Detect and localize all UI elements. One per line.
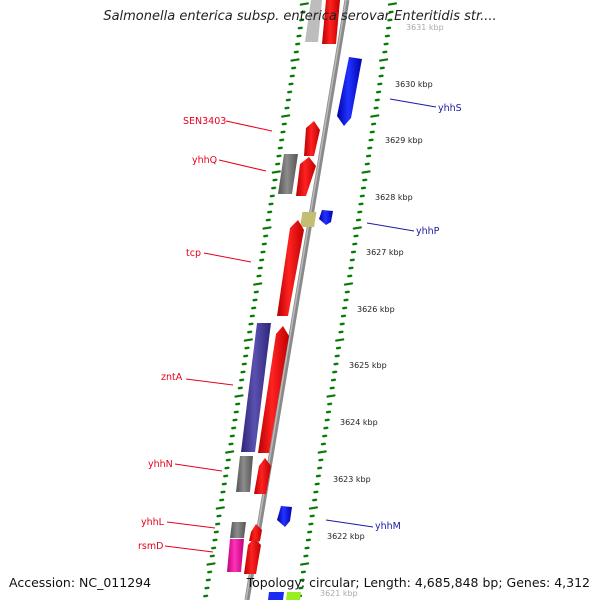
gene-label-yhhQ: yhhQ bbox=[192, 155, 217, 166]
gene-label-leader bbox=[164, 545, 214, 553]
gene-feature-khaki bbox=[300, 212, 317, 227]
gene-label-zntA: zntA bbox=[161, 372, 183, 383]
gene-label-leader bbox=[389, 98, 437, 108]
gene-yhhL-red bbox=[249, 524, 262, 541]
gene-yhhM bbox=[277, 506, 292, 527]
scale-label: 3628 kbp bbox=[375, 193, 413, 202]
scale-label: 3622 kbp bbox=[327, 532, 365, 541]
scale-labels: 3631 kbp 3630 kbp 3629 kbp 3628 kbp 3627… bbox=[320, 23, 444, 598]
gene-label-leader bbox=[225, 120, 273, 132]
gene-rsmD-red bbox=[244, 538, 261, 574]
scale-label: 3626 kbp bbox=[357, 305, 395, 314]
ruler-ticks bbox=[203, 2, 397, 598]
gene-label-leader bbox=[174, 463, 223, 472]
left-rail-tick bbox=[281, 114, 291, 118]
gene-label-tcp: tcp bbox=[186, 248, 201, 259]
gene-label-leader bbox=[325, 519, 374, 528]
gene-label-yhhN: yhhN bbox=[148, 459, 173, 470]
gene-yhhP bbox=[319, 210, 333, 225]
gene-label-yhhP: yhhP bbox=[416, 226, 440, 237]
left-rail-tick bbox=[215, 506, 225, 510]
scale-label: 3623 kbp bbox=[333, 475, 371, 484]
right-rail-tick bbox=[300, 562, 310, 566]
gene-zntA bbox=[258, 326, 289, 453]
right-rail-tick bbox=[361, 170, 371, 174]
gene-label-rsmD: rsmD bbox=[138, 541, 163, 552]
right-rail-tick bbox=[379, 58, 389, 62]
gene-SEN3403 bbox=[304, 121, 320, 156]
right-rail-tick bbox=[326, 394, 336, 398]
scale-label: 3629 kbp bbox=[385, 136, 423, 145]
scale-label: 3624 kbp bbox=[340, 418, 378, 427]
right-rail-tick bbox=[352, 226, 362, 230]
left-rail-tick bbox=[290, 58, 300, 62]
gene-feature-gray-yhhN bbox=[236, 456, 253, 492]
scale-label: 3627 kbp bbox=[366, 248, 404, 257]
right-gene-labels: yhhS yhhP yhhM bbox=[325, 98, 462, 532]
gene-label-leader bbox=[166, 521, 216, 529]
gene-label-yhhL: yhhL bbox=[141, 517, 165, 528]
scale-label: 3621 kbp bbox=[320, 589, 358, 598]
right-rail-tick bbox=[308, 506, 318, 510]
gene-feature-green-bottom bbox=[286, 592, 301, 600]
left-rail-tick bbox=[262, 226, 272, 230]
genome-summary-text: Topology: circular; Length: 4,685,848 bp… bbox=[246, 575, 590, 590]
gene-label-yhhS: yhhS bbox=[438, 103, 462, 114]
gene-yhhS bbox=[337, 57, 362, 126]
left-rail-tick bbox=[243, 338, 253, 342]
left-rail-tick bbox=[253, 282, 263, 286]
genome-backbone-highlight bbox=[245, 0, 347, 600]
right-rail-tick bbox=[370, 114, 380, 118]
left-rail-tick bbox=[299, 2, 309, 6]
gene-tcp bbox=[277, 220, 304, 316]
gene-label-leader bbox=[366, 222, 415, 232]
gene-feature-pink-rsmD bbox=[227, 539, 244, 572]
gene-feature-gray-top bbox=[305, 0, 322, 42]
scale-label: 3625 kbp bbox=[349, 361, 387, 370]
gene-feature-red-top bbox=[322, 0, 340, 44]
right-rail-tick bbox=[317, 450, 327, 454]
left-rail-tick bbox=[271, 170, 281, 174]
right-rail-tick bbox=[335, 338, 345, 342]
left-rail-tick bbox=[225, 450, 235, 454]
scale-label: 3631 kbp bbox=[406, 23, 444, 32]
gene-label-yhhM: yhhM bbox=[375, 521, 401, 532]
gene-label-leader bbox=[203, 252, 252, 263]
gene-yhhN-red bbox=[254, 458, 271, 494]
page-title: Salmonella enterica subsp. enterica sero… bbox=[103, 9, 497, 24]
left-rail-tick bbox=[206, 562, 216, 566]
gene-feature-gray-yhhL bbox=[230, 522, 246, 538]
right-rail-tick bbox=[387, 2, 397, 6]
gene-label-SEN3403: SEN3403 bbox=[183, 116, 226, 127]
gene-label-leader bbox=[185, 378, 234, 386]
gene-label-leader bbox=[218, 159, 267, 172]
right-rail-tick bbox=[343, 282, 354, 286]
gene-feature-purple-zntA bbox=[241, 323, 271, 452]
gene-feature-gray-yhhQ bbox=[278, 154, 298, 194]
left-rail-tick bbox=[234, 394, 244, 398]
left-gene-labels: SEN3403 yhhQ tcp zntA yhhN yhhL rsmD bbox=[138, 116, 273, 553]
gene-feature-blue-bottom bbox=[268, 592, 284, 600]
genome-backbone bbox=[244, 0, 350, 600]
accession-text: Accession: NC_011294 bbox=[9, 575, 152, 590]
gene-yhhQ-red bbox=[296, 157, 316, 196]
scale-label: 3630 kbp bbox=[395, 80, 433, 89]
